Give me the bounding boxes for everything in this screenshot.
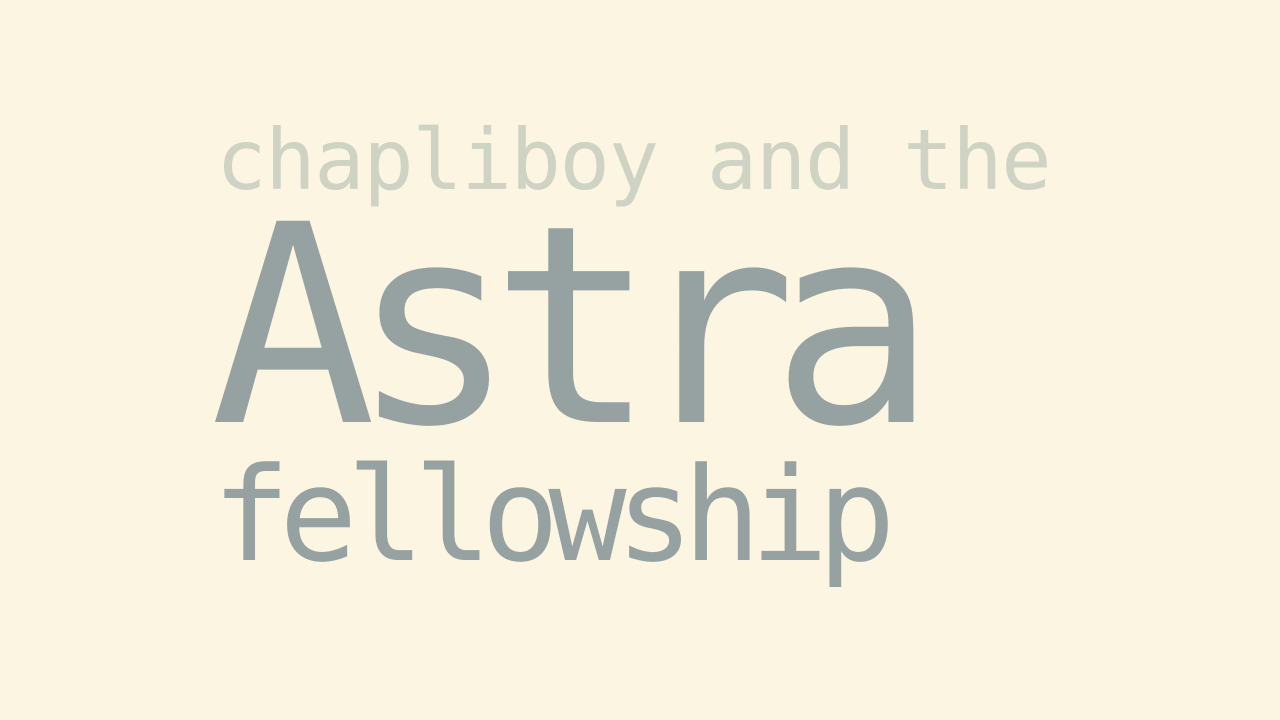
title-line-outro: fellowship: [212, 439, 896, 591]
title-block: chapliboy and the Astra fellowship: [210, 111, 1056, 580]
title-line-main: Astra: [210, 167, 937, 488]
title-line-intro: chapliboy and the: [216, 111, 1052, 209]
